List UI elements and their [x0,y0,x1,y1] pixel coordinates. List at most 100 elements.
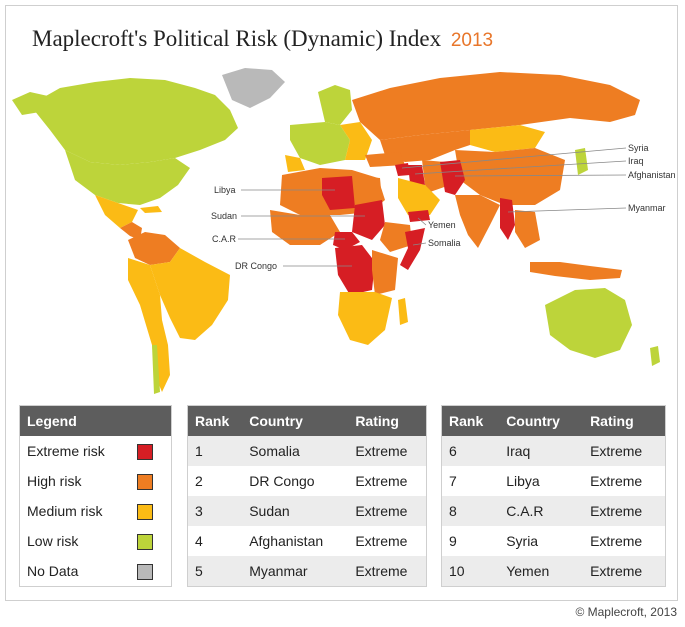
region-scandinavia [318,85,352,125]
rank-cell: 5 [187,556,243,587]
table-row: 8 C.A.R Extreme [441,496,666,526]
region-somalia [400,228,425,270]
rating-cell: Extreme [583,556,666,587]
map-label-drcongo: DR Congo [235,261,277,271]
country-cell: Myanmar [242,556,349,587]
leader-syria [401,147,627,169]
country-cell: Yemen [499,556,584,587]
region-sudan [352,200,385,240]
rank-cell: 7 [449,473,457,489]
ranking-table-top5: Rank Country Rating 1 Somalia Extreme 2 … [187,405,427,587]
legend-row: Low risk [20,526,172,556]
world-risk-map: Libya Sudan C.A.R DR Congo Yemen Somalia… [12,68,676,394]
rank-cell: 8 [441,496,500,526]
rating-cell: Extreme [348,556,427,587]
region-australia [545,288,632,358]
region-western-europe [290,122,350,165]
table-row: 7 Libya Extreme [442,466,666,496]
region-mongolia [470,125,545,152]
region-mexico [95,195,138,228]
country-cell: C.A.R [499,496,584,526]
legend-header: Legend [19,405,172,436]
map-label-syria: Syria [628,143,649,153]
legend-label: Extreme risk [27,443,105,459]
map-label-myanmar: Myanmar [628,203,666,213]
rating-cell: Extreme [583,496,666,526]
map-label-sudan: Sudan [211,211,237,221]
legend-swatch-nodata [137,563,153,580]
table-row: 2 DR Congo Extreme [188,466,427,496]
table-row: 9 Syria Extreme [442,526,666,556]
rank-cell: 10 [441,556,500,587]
legend-swatch-medium [137,503,153,520]
region-alaska [12,92,48,115]
region-japan [575,148,588,175]
rating-cell: Extreme [348,436,427,466]
rating-cell: Extreme [590,533,643,549]
region-east-africa [372,250,398,295]
legend-table: Legend Extreme risk High risk Medium ris… [19,405,172,587]
col-header-rank: Rank [187,405,243,436]
map-label-car: C.A.R [212,234,237,244]
region-drcongo [335,245,375,295]
region-new-zealand [650,346,660,366]
legend-label: Low risk [27,533,79,549]
leader-iraq [414,160,627,175]
region-ethiopia [380,222,412,252]
region-central-america [120,222,142,240]
leader-somalia [412,242,427,246]
rating-cell: Extreme [348,496,427,526]
map-title: Maplecroft's Political Risk (Dynamic) In… [32,26,493,52]
region-china [455,148,565,205]
region-afghanistan-pakistan [440,160,465,195]
leader-afghanistan [454,174,627,177]
legend-row: Medium risk [20,496,172,526]
country-cell: Afghanistan [249,533,324,549]
region-central-asia [380,130,470,162]
region-southeast-asia [515,210,540,248]
col-header-country: Country [499,405,584,436]
region-brazil [150,248,230,340]
country-cell: Iraq [499,436,584,466]
region-syria [395,163,410,176]
map-label-afghanistan: Afghanistan [628,170,676,180]
col-header-rating: Rating [348,405,427,436]
col-header-rating: Rating [583,405,666,436]
ranking-table-next5: Rank Country Rating 6 Iraq Extreme 7 Lib… [441,405,666,587]
rank-cell: 9 [449,533,457,549]
country-cell: Sudan [242,496,349,526]
copyright-notice: © Maplecroft, 2013 [575,605,677,619]
region-egypt [355,176,382,205]
rank-cell: 1 [187,436,243,466]
region-russia [352,72,640,140]
rating-cell: Extreme [583,436,666,466]
rank-cell: 2 [195,473,203,489]
region-madagascar [398,298,408,325]
col-header-rank: Rank [441,405,500,436]
map-label-libya: Libya [214,185,236,195]
country-cell: DR Congo [249,473,315,489]
table-row: 6 Iraq Extreme [441,436,666,466]
rating-cell: Extreme [355,473,408,489]
country-cell: Libya [506,473,540,489]
title-year: 2013 [450,30,494,51]
region-usa [65,150,190,205]
legend-row: No Data [20,556,172,587]
region-eastern-europe [340,122,372,160]
table-row: 5 Myanmar Extreme [187,556,427,587]
legend-label: High risk [27,473,82,489]
region-turkey [365,152,405,167]
map-label-somalia: Somalia [428,238,461,248]
legend-label: No Data [27,563,79,579]
title-text: Maplecroft's Political Risk (Dynamic) In… [32,26,442,51]
country-cell: Syria [506,533,539,549]
legend-swatch-low [137,533,153,550]
legend-row: High risk [20,466,172,496]
region-canada [30,78,238,165]
region-myanmar [500,198,515,240]
rank-cell: 4 [195,533,203,549]
legend-row: Extreme risk [20,436,172,466]
legend-swatch-high [137,473,153,490]
map-label-yemen: Yemen [428,220,456,230]
table-row: 10 Yemen Extreme [441,556,666,587]
